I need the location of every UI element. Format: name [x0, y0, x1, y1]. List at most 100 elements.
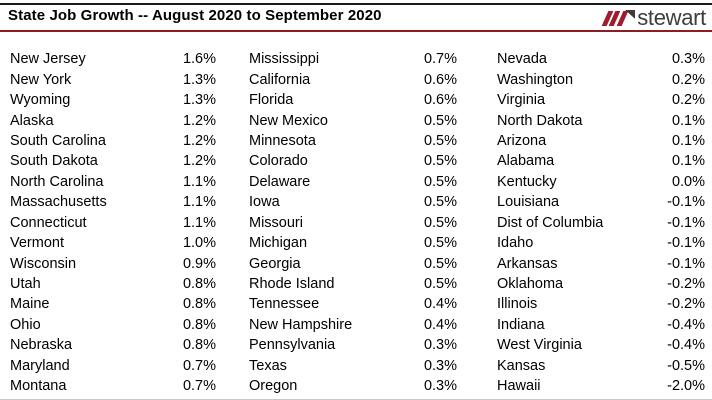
state-name: Wisconsin: [10, 255, 77, 272]
state-name: Nevada: [497, 51, 547, 68]
state-name: New Mexico: [249, 112, 328, 129]
table-row: Louisiana -0.1%: [497, 192, 705, 212]
table-row: Minnesota 0.5%: [249, 131, 457, 151]
top-rule: [0, 3, 712, 5]
table-row: Florida 0.6%: [249, 90, 457, 110]
state-name: Missouri: [249, 214, 303, 231]
table-row: Utah 0.8%: [10, 274, 216, 294]
table-row: Indiana -0.4%: [497, 315, 705, 335]
state-name: Delaware: [249, 173, 311, 190]
state-name: Idaho: [497, 235, 534, 252]
state-name: Tennessee: [249, 296, 320, 313]
table-row: West Virginia -0.4%: [497, 335, 705, 355]
table-row: Nevada 0.3%: [497, 49, 705, 69]
table-row: Texas 0.3%: [249, 356, 457, 376]
stewart-logo-text: stewart: [637, 5, 706, 30]
state-name: Hawaii: [497, 378, 541, 395]
table-row: Rhode Island 0.5%: [249, 274, 457, 294]
state-name: New York: [10, 71, 72, 88]
table-row: North Carolina 1.1%: [10, 172, 216, 192]
stewart-slashes-icon: [601, 10, 636, 26]
table-row: Georgia 0.5%: [249, 253, 457, 273]
table-column-3: Nevada 0.3% Washington 0.2% Virginia 0.2% Nort…: [497, 49, 705, 396]
table-row: Wisconsin 0.9%: [10, 253, 216, 273]
state-value: 0.3%: [423, 357, 457, 374]
state-value: 0.1%: [671, 153, 705, 170]
state-name: Illinois: [497, 296, 538, 313]
state-name: Arkansas: [497, 255, 558, 272]
table-row: Oklahoma -0.2%: [497, 274, 705, 294]
logo-roof-triangle-icon: [625, 10, 636, 19]
state-value: 0.7%: [423, 51, 457, 68]
state-value: -0.1%: [667, 255, 705, 272]
table-row: Dist of Columbia -0.1%: [497, 213, 705, 233]
state-name: Michigan: [249, 235, 308, 252]
state-name: Massachusetts: [10, 194, 107, 211]
header-rule: [0, 30, 712, 32]
state-value: 1.1%: [182, 173, 216, 190]
page-title: State Job Growth -- August 2020 to Septe…: [8, 7, 382, 24]
state-name: North Dakota: [497, 112, 583, 129]
state-value: -0.2%: [667, 276, 705, 293]
state-value: -0.1%: [667, 235, 705, 252]
state-value: 0.4%: [423, 316, 457, 333]
table-row: Vermont 1.0%: [10, 233, 216, 253]
state-value: 0.1%: [671, 132, 705, 149]
state-value: 0.2%: [671, 71, 705, 88]
state-name: Oklahoma: [497, 276, 564, 293]
state-value: -2.0%: [667, 378, 705, 395]
state-value: 0.3%: [423, 337, 457, 354]
state-value: 1.3%: [182, 92, 216, 109]
table-row: Ohio 0.8%: [10, 315, 216, 335]
table-row: Kentucky 0.0%: [497, 172, 705, 192]
state-name: Florida: [249, 92, 294, 109]
state-name: Mississippi: [249, 51, 320, 68]
state-value: 0.5%: [423, 255, 457, 272]
state-name: New Hampshire: [249, 316, 353, 333]
state-name: Montana: [10, 378, 67, 395]
state-name: Washington: [497, 71, 574, 88]
table-row: Montana 0.7%: [10, 376, 216, 396]
state-name: Louisiana: [497, 194, 560, 211]
state-value: 0.6%: [423, 92, 457, 109]
state-value: -0.4%: [667, 337, 705, 354]
state-name: Nebraska: [10, 337, 73, 354]
state-value: 1.2%: [182, 132, 216, 149]
state-value: 1.6%: [182, 51, 216, 68]
table-row: Mississippi 0.7%: [249, 49, 457, 69]
table-row: Oregon 0.3%: [249, 376, 457, 396]
state-value: 0.8%: [182, 296, 216, 313]
state-value: -0.1%: [667, 194, 705, 211]
table-row: North Dakota 0.1%: [497, 110, 705, 130]
state-value: 0.1%: [671, 112, 705, 129]
state-name: North Carolina: [10, 173, 104, 190]
state-value: 1.3%: [182, 71, 216, 88]
state-value: -0.4%: [667, 316, 705, 333]
state-name: Connecticut: [10, 214, 87, 231]
state-value: 0.0%: [671, 173, 705, 190]
table-row: Hawaii -2.0%: [497, 376, 705, 396]
state-value: 1.2%: [182, 153, 216, 170]
table-column-1: New Jersey 1.6% New York 1.3% Wyoming 1.3% Ala…: [10, 49, 216, 396]
state-value: 1.2%: [182, 112, 216, 129]
state-value: 1.0%: [182, 235, 216, 252]
table-row: Wyoming 1.3%: [10, 90, 216, 110]
state-name: Kansas: [497, 357, 546, 374]
state-name: Alabama: [497, 153, 555, 170]
table-row: South Carolina 1.2%: [10, 131, 216, 151]
state-name: Maine: [10, 296, 50, 313]
table-column-2: Mississippi 0.7% California 0.6% Florida 0.6%…: [249, 49, 457, 396]
state-name: Pennsylvania: [249, 337, 336, 354]
state-value: 0.5%: [423, 276, 457, 293]
state-value: -0.5%: [667, 357, 705, 374]
state-name: South Dakota: [10, 153, 98, 170]
state-name: New Jersey: [10, 51, 86, 68]
state-name: Dist of Columbia: [497, 214, 604, 231]
state-value: 0.5%: [423, 194, 457, 211]
table-row: Maine 0.8%: [10, 294, 216, 314]
state-value: 0.7%: [182, 378, 216, 395]
state-name: Colorado: [249, 153, 308, 170]
state-name: California: [249, 71, 311, 88]
table-row: Connecticut 1.1%: [10, 213, 216, 233]
